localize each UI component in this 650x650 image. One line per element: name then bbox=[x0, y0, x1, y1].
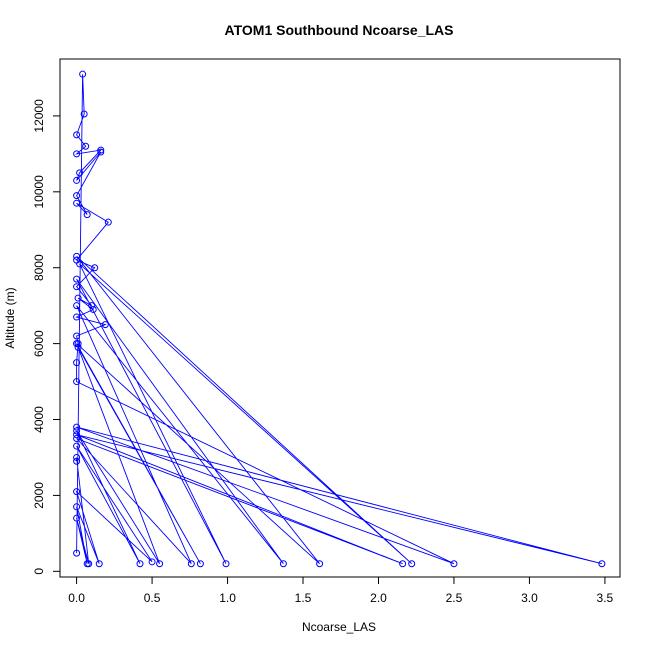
data-point bbox=[97, 148, 105, 156]
data-point bbox=[104, 218, 112, 226]
data-point bbox=[73, 434, 81, 442]
data-point bbox=[89, 305, 97, 313]
y-tick-label: 6000 bbox=[32, 330, 46, 357]
data-point bbox=[82, 142, 90, 150]
data-point bbox=[73, 427, 81, 435]
data-point bbox=[73, 131, 81, 139]
data-point bbox=[73, 313, 81, 321]
x-tick-label: 3.0 bbox=[521, 591, 538, 605]
data-point bbox=[598, 560, 606, 568]
data-point bbox=[97, 146, 105, 154]
series-layer bbox=[73, 70, 606, 568]
data-point bbox=[148, 558, 156, 566]
data-point bbox=[222, 560, 230, 568]
data-point bbox=[73, 252, 81, 260]
data-point bbox=[73, 457, 81, 465]
data-point bbox=[73, 176, 81, 184]
data-point bbox=[73, 549, 81, 557]
x-tick-label: 1.0 bbox=[219, 591, 236, 605]
data-point bbox=[316, 560, 324, 568]
data-point bbox=[73, 199, 81, 207]
x-tick-label: 2.0 bbox=[370, 591, 387, 605]
data-point bbox=[85, 560, 93, 568]
data-point bbox=[73, 192, 81, 200]
data-point bbox=[79, 70, 87, 78]
y-tick-label: 0 bbox=[32, 568, 46, 575]
data-point bbox=[76, 169, 84, 177]
data-point bbox=[450, 560, 458, 568]
data-point bbox=[187, 560, 195, 568]
x-axis-label: Ncoarse_LAS bbox=[302, 620, 376, 634]
data-point bbox=[73, 514, 81, 522]
data-point bbox=[73, 150, 81, 158]
series-line bbox=[75, 74, 603, 565]
data-point bbox=[156, 560, 164, 568]
y-axis: 0 2000 4000 6000 8000 10000 12000 bbox=[32, 99, 61, 575]
data-point bbox=[101, 321, 109, 329]
x-tick-label: 3.5 bbox=[597, 591, 614, 605]
data-point bbox=[91, 264, 99, 272]
x-tick-label: 0.0 bbox=[68, 591, 85, 605]
data-point bbox=[408, 560, 416, 568]
data-point bbox=[88, 302, 96, 310]
data-point bbox=[80, 110, 88, 118]
y-axis-label: Altitude (m) bbox=[3, 287, 17, 348]
y-tick-label: 12000 bbox=[32, 99, 46, 133]
data-point bbox=[73, 423, 81, 431]
data-point bbox=[73, 340, 81, 348]
data-point bbox=[73, 453, 81, 461]
data-point bbox=[73, 332, 81, 340]
x-tick-label: 0.5 bbox=[144, 591, 161, 605]
data-point bbox=[136, 560, 144, 568]
y-tick-label: 8000 bbox=[32, 254, 46, 281]
data-point bbox=[73, 283, 81, 291]
data-point bbox=[76, 260, 84, 268]
data-point bbox=[95, 560, 103, 568]
data-point bbox=[73, 431, 81, 439]
data-point bbox=[73, 442, 81, 450]
data-point bbox=[73, 503, 81, 511]
data-point bbox=[73, 302, 81, 310]
data-point bbox=[73, 378, 81, 386]
data-point bbox=[73, 488, 81, 496]
x-tick-label: 1.5 bbox=[295, 591, 312, 605]
x-tick-label: 2.5 bbox=[446, 591, 463, 605]
data-point bbox=[83, 211, 91, 219]
data-point bbox=[73, 359, 81, 367]
chart-title: ATOM1 Southbound Ncoarse_LAS bbox=[225, 22, 454, 38]
data-point bbox=[74, 343, 82, 351]
data-point bbox=[74, 294, 82, 302]
y-tick-label: 4000 bbox=[32, 406, 46, 433]
data-point bbox=[196, 560, 204, 568]
y-tick-label: 2000 bbox=[32, 482, 46, 509]
x-axis: 0.0 0.5 1.0 1.5 2.0 2.5 3.0 3.5 bbox=[68, 576, 614, 605]
data-point bbox=[279, 560, 287, 568]
data-point bbox=[73, 275, 81, 283]
data-point bbox=[399, 560, 407, 568]
y-tick-label: 10000 bbox=[32, 175, 46, 209]
